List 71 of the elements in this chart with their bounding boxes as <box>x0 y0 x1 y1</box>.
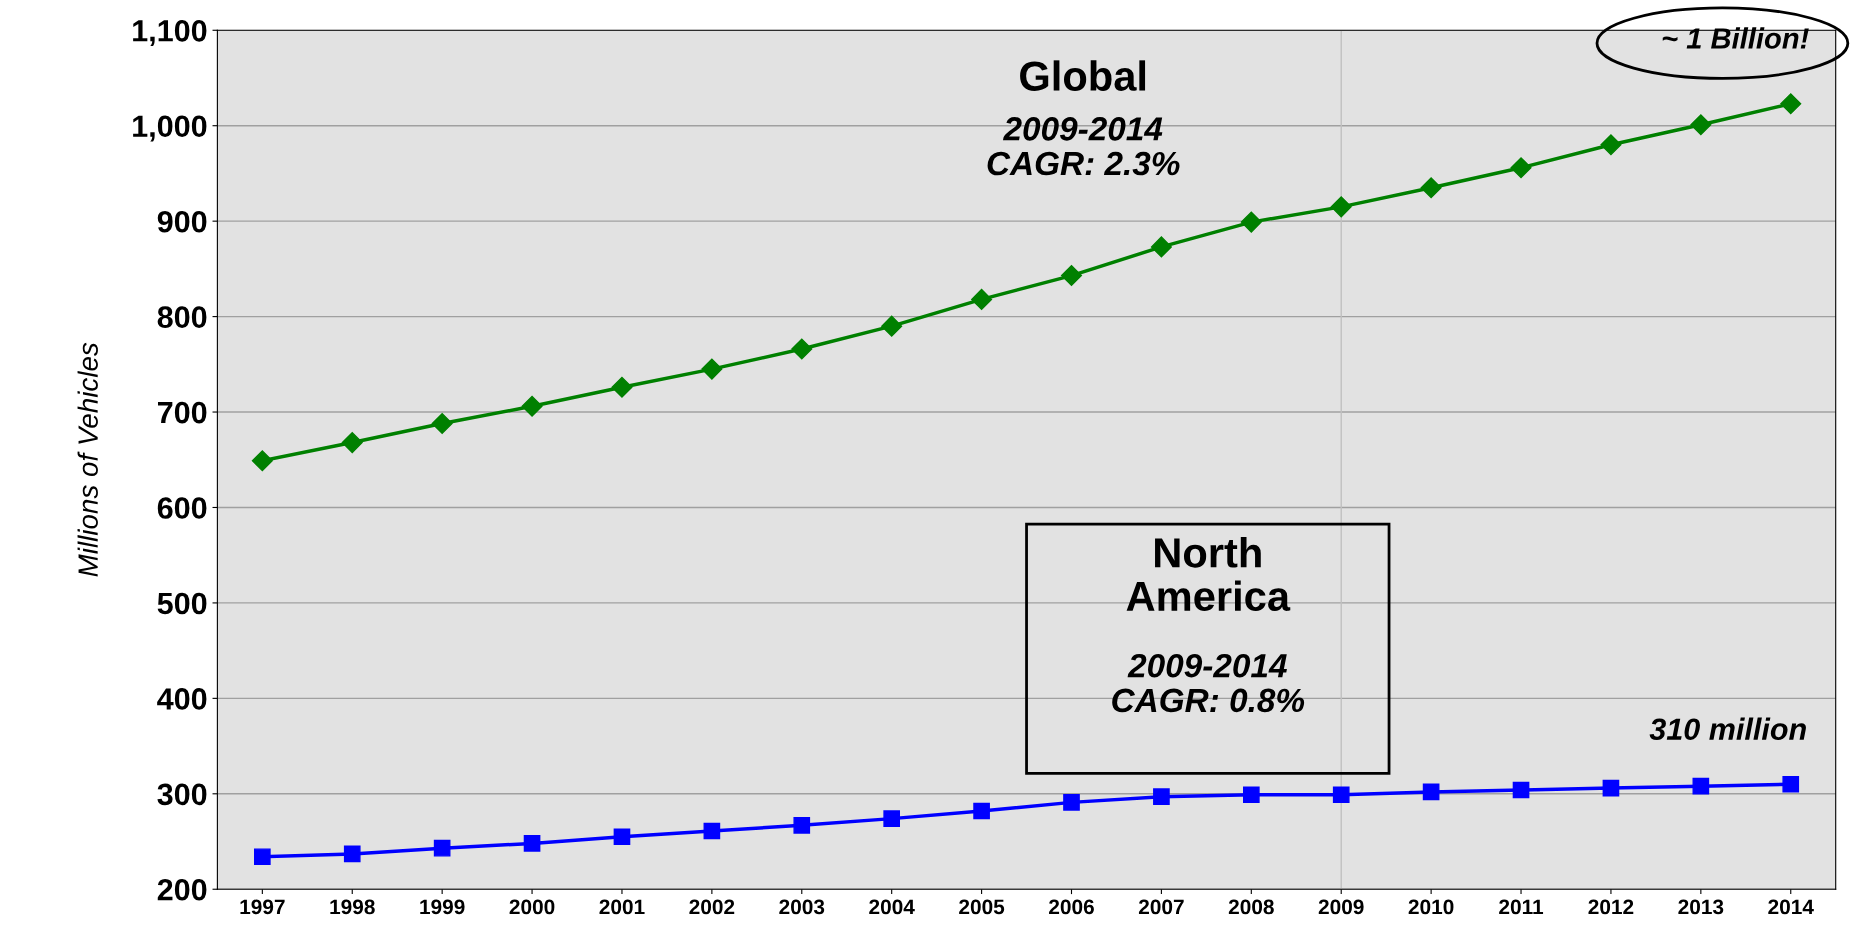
x-tick-label: 2005 <box>959 899 1005 915</box>
point <box>1600 134 1622 156</box>
annotation: 2009-2014 CAGR: 2.3% <box>987 117 1180 176</box>
point <box>254 848 271 866</box>
point <box>613 828 631 846</box>
x-tick-label: 2013 <box>1678 899 1724 915</box>
point <box>1330 196 1352 218</box>
point <box>703 822 721 840</box>
y-tick-label: 500 <box>157 592 207 615</box>
x-tick-label: 2011 <box>1499 899 1544 915</box>
point <box>701 358 723 380</box>
point <box>433 839 451 857</box>
point <box>1782 775 1800 793</box>
point <box>1242 786 1260 804</box>
point <box>1332 786 1350 804</box>
y-tick-label: 800 <box>157 306 207 328</box>
point <box>251 450 273 472</box>
annotation: Global <box>1020 60 1146 91</box>
point <box>1150 236 1172 258</box>
x-tick-label: 2009 <box>1318 899 1364 915</box>
x-tick-label: 1999 <box>420 899 465 915</box>
y-tick-label: 900 <box>157 210 207 233</box>
x-tick-label: 2007 <box>1138 899 1184 915</box>
point <box>1240 211 1262 233</box>
point <box>1512 781 1530 799</box>
x-tick-label: 2004 <box>869 899 915 915</box>
point <box>343 845 361 863</box>
y-tick-label: 1,100 <box>133 20 207 47</box>
annotation: 2009-2014 CAGR: 0.8% <box>1112 653 1305 713</box>
x-tick-label: 1997 <box>240 899 285 915</box>
y-tick-label: 400 <box>157 688 207 710</box>
y-axis-title: Millions of Vehicles <box>77 342 98 577</box>
y-tick-label: 700 <box>158 401 207 424</box>
point <box>1420 177 1442 199</box>
point <box>1602 779 1620 797</box>
y-tick-label: 300 <box>157 783 207 806</box>
point <box>793 816 811 834</box>
point <box>1510 157 1532 179</box>
x-tick-label: 2010 <box>1408 899 1454 915</box>
x-tick-label: 2012 <box>1588 899 1634 915</box>
point <box>881 315 903 337</box>
x-tick-label: 2002 <box>689 899 735 915</box>
x-tick-label: 2003 <box>779 899 825 915</box>
annotation: North America <box>1126 537 1291 612</box>
x-tick-label: 2006 <box>1049 899 1094 915</box>
y-tick-label: 1,000 <box>133 115 207 142</box>
point <box>973 802 990 820</box>
point <box>521 395 543 417</box>
point <box>1060 265 1083 287</box>
x-tick-label: 1998 <box>330 899 375 915</box>
x-tick-label: 2008 <box>1228 899 1274 915</box>
point <box>883 810 901 827</box>
x-tick-label: 2014 <box>1768 899 1814 915</box>
point <box>1692 777 1710 795</box>
y-tick-label: 200 <box>157 878 207 901</box>
x-tick-label: 2000 <box>509 899 555 915</box>
point <box>1063 794 1080 811</box>
point <box>1780 93 1802 115</box>
point <box>431 412 453 435</box>
x-tick-label: 2001 <box>599 899 645 915</box>
point <box>341 432 363 454</box>
point <box>1690 114 1712 136</box>
point <box>791 338 813 360</box>
point <box>1153 788 1170 805</box>
point <box>523 835 541 852</box>
y-tick-label: 600 <box>157 497 207 519</box>
point <box>611 376 633 398</box>
annotation: 310 million <box>1649 717 1806 741</box>
annotation: ~ 1 Billion! <box>1662 27 1809 49</box>
point <box>1422 783 1440 801</box>
point <box>971 288 993 310</box>
